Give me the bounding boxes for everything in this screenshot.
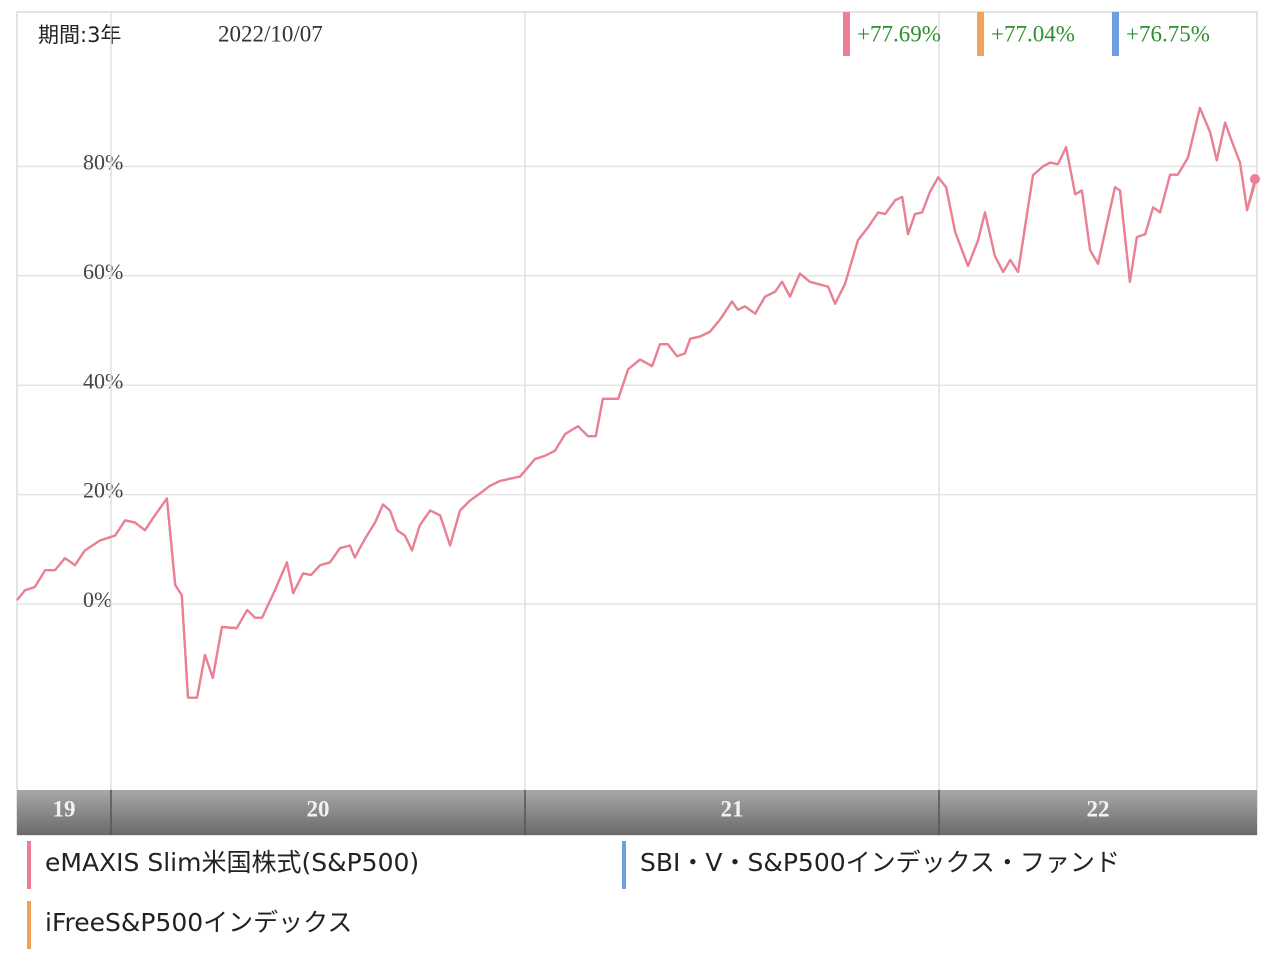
legend-label: eMAXIS Slim米国株式(S&P500) (45, 848, 419, 877)
y-tick-label: 40% (83, 368, 123, 393)
legend-label: iFreeS&P500インデックス (45, 908, 352, 937)
series-line (16, 106, 1256, 699)
y-tick-label: 20% (83, 478, 123, 503)
legend-label: SBI・V・S&P500インデックス・ファンド (640, 848, 1120, 877)
date-label: 2022/10/07 (218, 21, 323, 46)
year-bar (17, 790, 1257, 835)
return-swatch (843, 12, 850, 56)
y-tick-label: 0% (83, 587, 112, 612)
return-swatch (1112, 12, 1119, 56)
return-label: +77.69% (857, 21, 941, 46)
y-tick-label: 60% (83, 259, 123, 284)
legend-swatch (622, 841, 626, 889)
x-tick-label: 19 (52, 796, 75, 821)
return-swatch (977, 12, 984, 56)
x-tick-label: 22 (1087, 796, 1110, 821)
period-label: 期間:3年 (38, 23, 121, 47)
end-point (1249, 174, 1260, 185)
x-tick-label: 20 (306, 796, 329, 821)
x-tick-label: 21 (721, 796, 744, 821)
legend-swatch (27, 901, 31, 949)
return-label: +76.75% (1126, 21, 1210, 46)
legend-swatch (27, 841, 31, 889)
y-tick-label: 80% (83, 149, 123, 174)
return-label: +77.04% (991, 21, 1075, 46)
plot-frame (16, 11, 1258, 836)
